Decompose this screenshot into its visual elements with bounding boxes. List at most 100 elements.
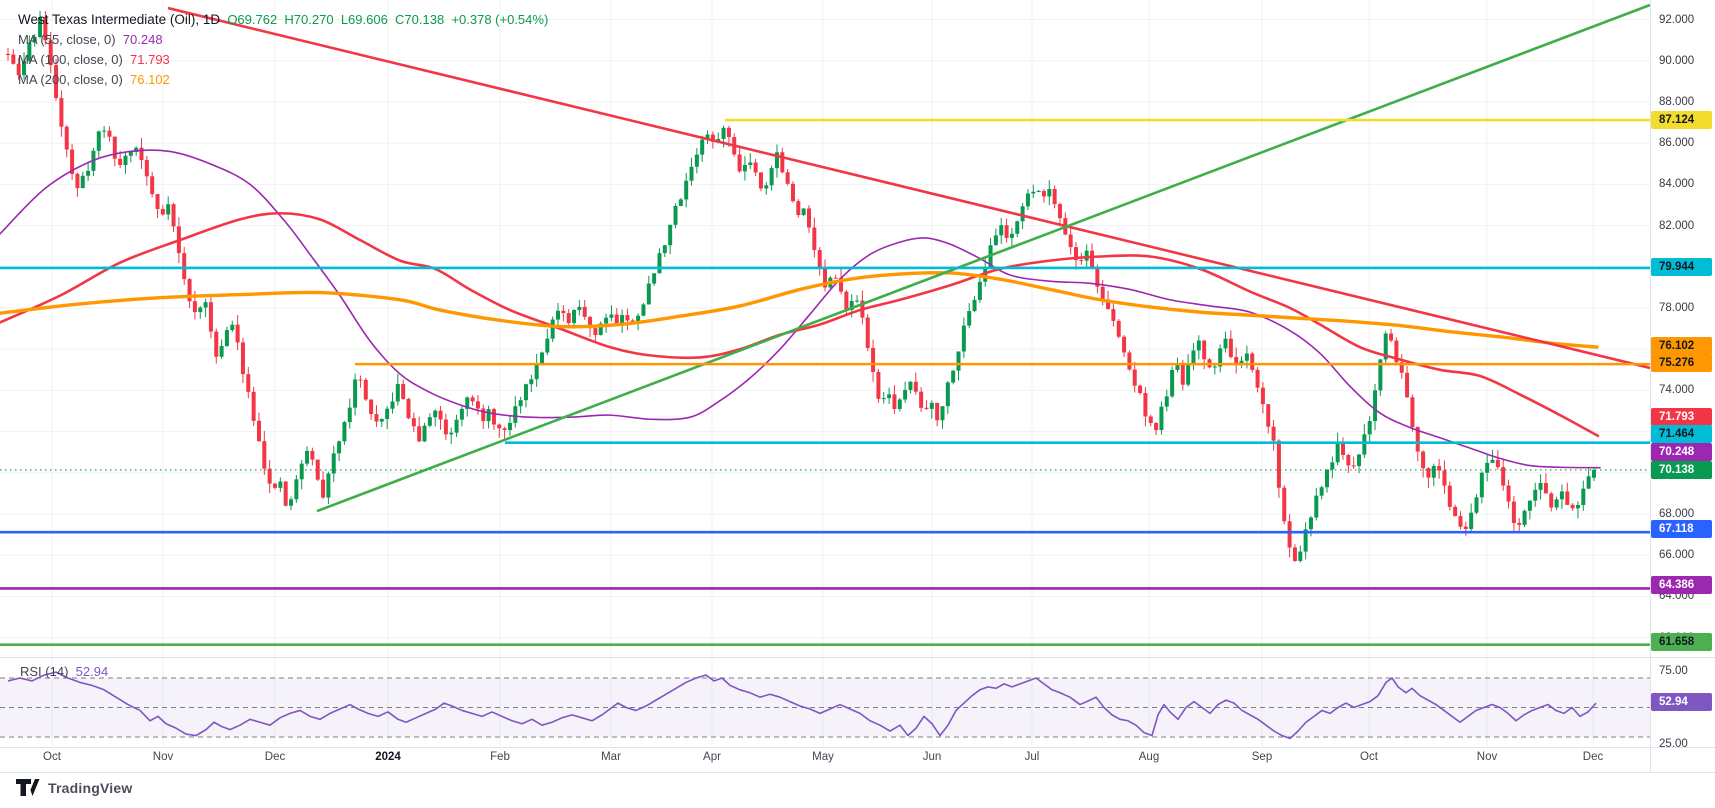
pane-separator[interactable] [0, 657, 1715, 658]
candle [86, 162, 91, 181]
candle [1015, 220, 1020, 238]
candle [961, 317, 966, 359]
candle [1474, 494, 1479, 515]
candle [38, 10, 43, 39]
rsi-tick-label: 25.00 [1659, 738, 1688, 751]
rsi-label: RSI (14) [20, 664, 69, 679]
candle [785, 169, 790, 186]
ma200-value: 76.102 [130, 72, 170, 87]
rsi-legend[interactable]: RSI (14) 52.94 [20, 664, 108, 679]
time-axis-label-Apr[interactable]: Apr [703, 751, 721, 763]
time-axis-label-Jun[interactable]: Jun [922, 751, 942, 763]
candle [235, 315, 240, 351]
candle [475, 395, 480, 415]
candle [1074, 242, 1078, 270]
candle [273, 483, 277, 490]
ma55-line[interactable] [0, 149, 1601, 469]
price-tick-label: 92.000 [1659, 13, 1695, 26]
candle [433, 409, 438, 427]
candle [940, 406, 945, 429]
time-axis-label-Nov[interactable]: Nov [1476, 751, 1498, 763]
descending-trendline[interactable] [167, 6, 1651, 370]
candle [315, 459, 320, 482]
price-badge-67.118: 67.118 [1651, 520, 1712, 538]
candle [251, 386, 256, 426]
candle [753, 158, 758, 177]
candle [1298, 545, 1303, 563]
candle [1223, 331, 1228, 353]
candle [855, 295, 860, 304]
ma55-legend[interactable]: MA (55, close, 0) 70.248 [18, 32, 163, 47]
price-tick-label: 74.000 [1659, 384, 1695, 397]
tradingview-logo-icon[interactable] [16, 779, 41, 796]
candle [246, 366, 251, 399]
candle [1538, 474, 1543, 500]
candle [1303, 522, 1308, 560]
candle [913, 372, 918, 395]
candle [652, 273, 657, 286]
price-badge-64.386: 64.386 [1651, 576, 1712, 594]
candle [1138, 384, 1143, 395]
candle [1036, 189, 1041, 193]
ma100-legend[interactable]: MA (100, close, 0) 71.793 [18, 52, 170, 67]
time-axis-label-Aug[interactable]: Aug [1138, 751, 1160, 763]
candle [892, 385, 897, 414]
rsi-line[interactable] [7, 671, 1597, 740]
candle [1239, 356, 1244, 369]
candle [224, 326, 229, 347]
candle [833, 274, 838, 279]
candle [449, 427, 454, 445]
price-axis-border[interactable] [1650, 0, 1651, 772]
candle [1458, 511, 1463, 530]
time-axis-label-Oct[interactable]: Oct [43, 751, 61, 763]
time-axis-label-2024[interactable]: 2024 [375, 751, 401, 763]
candle [112, 136, 117, 167]
candle [972, 295, 977, 313]
symbol-title[interactable]: West Texas Intermediate (Oil), 1D [18, 12, 221, 27]
symbol-row[interactable]: West Texas Intermediate (Oil), 1D O69.76… [18, 10, 548, 30]
candle [283, 481, 288, 507]
price-tick-label: 84.000 [1659, 178, 1695, 191]
time-axis-label-Dec[interactable]: Dec [1582, 751, 1604, 763]
time-axis-label-Jul[interactable]: Jul [1024, 751, 1040, 763]
candle [43, 11, 48, 45]
time-axis-label-Dec[interactable]: Dec [264, 751, 286, 763]
price-badge-71.464: 71.464 [1651, 425, 1712, 443]
time-axis-label-Feb[interactable]: Feb [490, 751, 510, 763]
candle [1431, 463, 1436, 487]
ma55-value: 70.248 [122, 32, 163, 47]
price-badge-52.94: 52.94 [1651, 693, 1712, 711]
ascending-trendline[interactable] [316, 3, 1651, 513]
time-axis-label-Oct[interactable]: Oct [1360, 751, 1378, 763]
candle [1533, 482, 1538, 507]
candle [256, 412, 261, 442]
candle [1405, 366, 1410, 398]
candle [556, 302, 561, 326]
candle [1346, 453, 1351, 474]
tradingview-brand-text[interactable]: TradingView [48, 779, 133, 796]
time-axis-label-Sep[interactable]: Sep [1251, 751, 1273, 763]
ma200-legend[interactable]: MA (200, close, 0) 76.102 [18, 72, 170, 87]
candle [865, 314, 870, 352]
chart-legend: West Texas Intermediate (Oil), 1D O69.76… [18, 10, 548, 90]
candle [1581, 480, 1586, 511]
candle [160, 204, 165, 216]
footer: TradingView [16, 779, 132, 796]
time-axis-label-Mar[interactable]: Mar [601, 751, 621, 763]
ma100-line[interactable] [0, 211, 1600, 438]
candle [1479, 471, 1484, 504]
price-badge-70.138: 70.138 [1651, 461, 1712, 479]
candle [1052, 185, 1057, 209]
candle [694, 148, 699, 174]
ma200-line[interactable] [0, 270, 1599, 349]
time-axis-label-May[interactable]: May [812, 751, 834, 763]
candle [945, 380, 950, 414]
candle [1266, 404, 1271, 434]
time-axis-label-Nov[interactable]: Nov [152, 751, 174, 763]
price-badge-70.248: 70.248 [1651, 443, 1712, 461]
candle [27, 35, 32, 63]
candle [705, 130, 710, 145]
candle [11, 48, 16, 65]
candle [401, 379, 406, 400]
